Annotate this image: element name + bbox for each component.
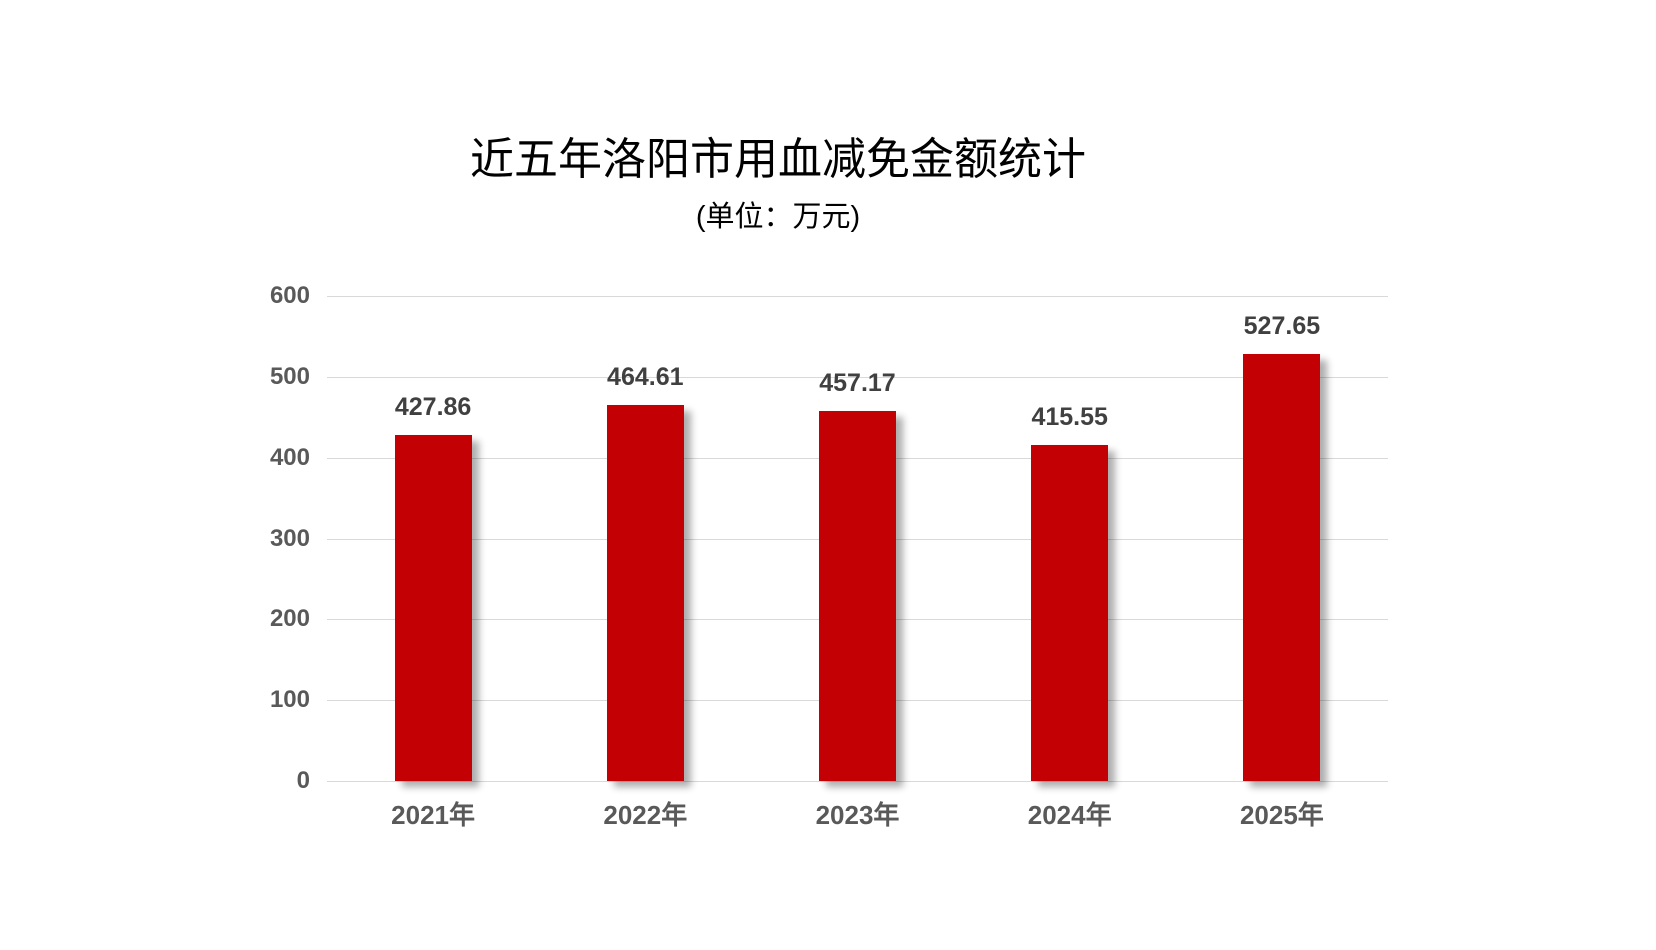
- bar-2022年: [606, 405, 684, 781]
- bar-group-2025年: 527.65 2025年: [1176, 296, 1388, 830]
- chart-title: 近五年洛阳市用血减免金额统计: [470, 135, 1086, 184]
- chart-subtitle: (单位：万元): [695, 201, 861, 233]
- x-axis-category-label-2023年: 2023年: [815, 800, 900, 830]
- bar-value-label-2022年: 464.61: [607, 363, 684, 392]
- gridline-600: [327, 296, 1388, 297]
- y-axis-tick-label-600: 600: [269, 282, 310, 309]
- y-axis-tick-label-300: 300: [269, 524, 310, 552]
- y-axis-tick-label-0: 0: [296, 767, 310, 794]
- x-axis-category-label-2022年: 2022年: [603, 800, 688, 830]
- gridline-500: [327, 376, 1388, 378]
- bar-group-2024年: 415.55 2024年: [964, 296, 1176, 830]
- bar-value-label-2023年: 457.17: [819, 369, 896, 398]
- y-axis-tick-label-400: 400: [269, 443, 310, 471]
- plot-area: 427.86 2021年 464.61 2022年 457.17 2023年 415.55 2…: [327, 296, 1388, 830]
- bar-2023年: [818, 411, 896, 781]
- bar-value-label-2025年: 527.65: [1243, 312, 1321, 341]
- bar-2021年: [394, 435, 472, 781]
- y-axis-tick-label-500: 500: [269, 362, 310, 390]
- bar-group-2021年: 427.86 2021年: [327, 296, 539, 830]
- bar-group-2022年: 464.61 2022年: [539, 296, 751, 830]
- bar-2025年: [1243, 354, 1321, 781]
- bar-value-label-2024年: 415.55: [1031, 403, 1108, 432]
- bar-2024年: [1031, 445, 1109, 781]
- y-axis: 0 100 200 300 400 500 600: [170, 282, 310, 794]
- x-axis-category-label-2021年: 2021年: [391, 800, 476, 830]
- bar-group-2023年: 457.17 2023年: [751, 296, 963, 830]
- y-axis-tick-label-100: 100: [269, 686, 310, 714]
- y-axis-tick-label-200: 200: [269, 605, 310, 633]
- x-axis-category-label-2025年: 2025年: [1239, 800, 1324, 830]
- gridline-0: [327, 781, 1388, 782]
- x-axis-category-label-2024年: 2024年: [1027, 800, 1112, 830]
- bar-value-label-2021年: 427.86: [394, 393, 472, 422]
